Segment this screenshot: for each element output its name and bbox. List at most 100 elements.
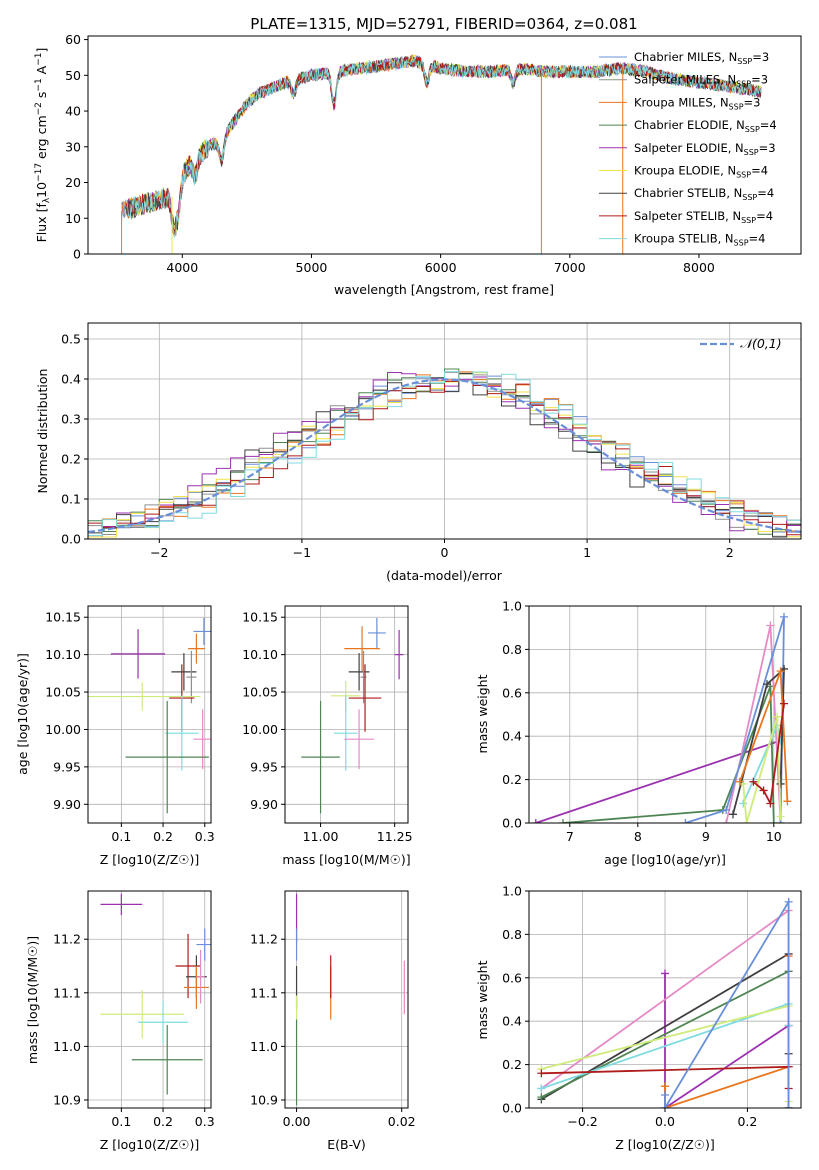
weight-marker bbox=[763, 680, 771, 689]
residuals-plot-area bbox=[88, 368, 801, 538]
weight-marker bbox=[559, 819, 567, 823]
x-axis-label: Z [log10(Z/Z☉)] bbox=[100, 852, 200, 867]
y-tick-label: 20 bbox=[65, 175, 81, 190]
x-axis-label: wavelength [Angstrom, rest frame] bbox=[334, 282, 554, 297]
x-tick-label: 2 bbox=[726, 545, 734, 560]
x-tick-label: 0.0 bbox=[655, 1114, 675, 1129]
y-tick-label: 9.95 bbox=[250, 759, 278, 774]
weight-marker bbox=[722, 805, 731, 814]
y-tick-label: 10.05 bbox=[45, 685, 81, 700]
weight-line bbox=[562, 685, 775, 823]
x-axis-label: age [log10(age/yr)] bbox=[604, 852, 726, 867]
y-axis-label: Normed distribution bbox=[35, 369, 50, 494]
weight-marker bbox=[729, 810, 737, 819]
axes-frame bbox=[87, 35, 802, 255]
y-tick-label: 11.2 bbox=[250, 932, 278, 947]
y-tick-label: 0.6 bbox=[502, 685, 522, 700]
y-tick-label: 0.3 bbox=[61, 412, 81, 427]
x-tick-label: 0.3 bbox=[195, 829, 215, 844]
x-tick-label: 0.1 bbox=[111, 829, 131, 844]
histogram-step bbox=[88, 380, 801, 536]
y-tick-label: 10.10 bbox=[242, 647, 278, 662]
x-axis-label: (data-model)/error bbox=[386, 568, 503, 583]
y-tick-label: 0.1 bbox=[61, 492, 81, 507]
axes-frame bbox=[87, 605, 212, 824]
weight-marker bbox=[784, 1104, 793, 1108]
weight-marker bbox=[766, 799, 775, 808]
y-tick-label: 0.0 bbox=[502, 1101, 522, 1116]
weight-marker bbox=[735, 777, 744, 786]
x-tick-label: 8000 bbox=[683, 260, 715, 275]
weight-line bbox=[664, 898, 790, 1108]
legend-label: Kroupa MILES, NSSP=3 bbox=[634, 95, 760, 111]
x-tick-label: 6000 bbox=[425, 260, 457, 275]
weight-marker bbox=[531, 819, 540, 823]
x-tick-label: 5000 bbox=[296, 260, 328, 275]
y-tick-label: 0.8 bbox=[502, 927, 522, 942]
weight-marker bbox=[773, 712, 782, 721]
y-axis-label: mass weight bbox=[475, 960, 490, 1039]
y-tick-label: 11.0 bbox=[250, 1039, 278, 1054]
y-axis-label: mass weight bbox=[475, 674, 490, 753]
age_vs_mass-plot-area bbox=[301, 617, 404, 814]
age_vs_mass-axes bbox=[281, 605, 409, 827]
weight-marker bbox=[681, 819, 690, 823]
axes-frame bbox=[528, 605, 802, 824]
y-tick-label: 40 bbox=[65, 104, 81, 119]
x-tick-label: 0.1 bbox=[111, 1114, 131, 1129]
weight_vs_Z-plot-area bbox=[537, 897, 793, 1108]
weight-marker bbox=[749, 777, 758, 786]
age_vs_Z-plot-area bbox=[88, 617, 211, 814]
x-axis-label: Z [log10(Z/Z☉)] bbox=[100, 1137, 200, 1152]
y-tick-label: 10.05 bbox=[242, 685, 278, 700]
weight-marker bbox=[759, 786, 768, 795]
weight-marker bbox=[776, 812, 785, 821]
y-tick-label: 0.2 bbox=[502, 1057, 522, 1072]
age_vs_Z-axes bbox=[84, 605, 212, 827]
y-tick-label: 0.5 bbox=[61, 332, 81, 347]
y-tick-label: 0.6 bbox=[502, 970, 522, 985]
weight-marker bbox=[780, 612, 788, 621]
y-tick-label: 50 bbox=[65, 68, 81, 83]
x-tick-label: 0 bbox=[441, 545, 449, 560]
y-tick-label: 0.0 bbox=[502, 816, 522, 831]
weight_vs_age-axes bbox=[525, 605, 802, 827]
spectrum-plot-area bbox=[121, 53, 762, 254]
weight-line bbox=[752, 703, 785, 807]
legend-label: 𝒩(0,1) bbox=[740, 336, 782, 351]
x-axis-label: E(B-V) bbox=[327, 1137, 366, 1152]
x-tick-label: 8 bbox=[634, 829, 642, 844]
y-tick-label: 0.4 bbox=[502, 729, 522, 744]
weight-marker bbox=[780, 699, 788, 708]
weight-marker bbox=[766, 621, 775, 630]
x-tick-label: 9 bbox=[702, 829, 710, 844]
x-tick-label: 0.00 bbox=[283, 1114, 311, 1129]
legend-label: Salpeter MILES, NSSP=3 bbox=[634, 73, 768, 89]
y-tick-label: 0.4 bbox=[502, 1014, 522, 1029]
y-tick-label: 60 bbox=[65, 32, 81, 47]
weight-marker bbox=[739, 799, 748, 808]
y-tick-label: 9.90 bbox=[250, 797, 278, 812]
mass_vs_Z-axes bbox=[84, 890, 212, 1112]
mass_vs_ebv-plot-area bbox=[295, 893, 405, 1106]
x-tick-label: 11.00 bbox=[303, 829, 339, 844]
y-tick-label: 0.8 bbox=[502, 642, 522, 657]
gaussian-curve bbox=[88, 378, 801, 534]
y-tick-label: 0.2 bbox=[502, 772, 522, 787]
legend-label: Salpeter STELIB, NSSP=4 bbox=[634, 209, 773, 225]
axes-frame bbox=[284, 605, 409, 824]
x-tick-label: −2 bbox=[150, 545, 168, 560]
figure-title: PLATE=1315, MJD=52791, FIBERID=0364, z=0… bbox=[250, 15, 637, 33]
weight-marker bbox=[784, 897, 793, 906]
y-tick-label: 10.15 bbox=[242, 610, 278, 625]
weight-marker bbox=[661, 1090, 669, 1099]
weight-marker bbox=[661, 1104, 669, 1108]
x-tick-label: 1 bbox=[583, 545, 591, 560]
y-tick-label: 1.0 bbox=[502, 599, 522, 614]
legend-label: Chabrier ELODIE, NSSP=4 bbox=[634, 118, 777, 134]
weight-marker bbox=[661, 1082, 669, 1091]
x-tick-label: 11.25 bbox=[377, 829, 413, 844]
y-tick-label: 9.90 bbox=[53, 797, 81, 812]
mass_vs_Z-plot-area bbox=[100, 893, 211, 1095]
